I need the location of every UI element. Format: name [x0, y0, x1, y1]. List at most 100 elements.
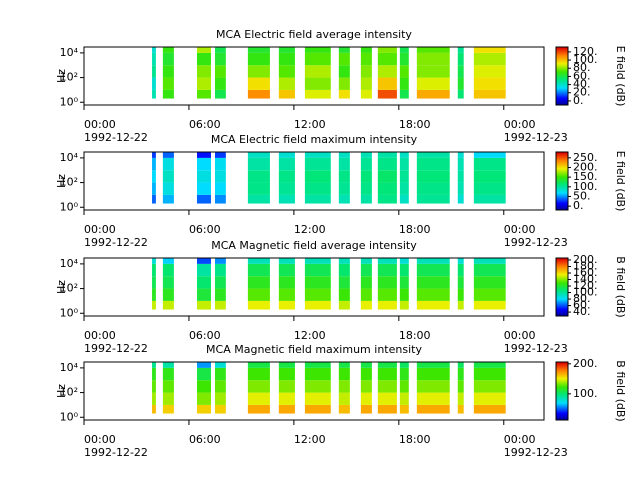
spectrogram-cell: [278, 157, 295, 171]
spectrogram-cell: [360, 52, 372, 66]
spectrogram-cell: [338, 392, 350, 405]
colorbar-swatch: [556, 283, 568, 285]
panel-title: MCA Magnetic field average intensity: [211, 239, 417, 252]
spectrogram-cell: [473, 300, 506, 310]
colorbar-tick-label: 60.: [573, 299, 591, 312]
colorbar-tick-label: 0.: [573, 94, 584, 107]
colorbar-swatch: [556, 407, 568, 409]
colorbar-swatch: [556, 260, 568, 263]
spectrogram-cell: [399, 367, 409, 381]
spectrogram-cell: [360, 170, 372, 183]
colorbar-swatch: [556, 159, 568, 162]
colorbar-swatch: [556, 192, 568, 195]
spectrogram-cell: [196, 362, 211, 368]
colorbar-swatch: [556, 63, 568, 65]
spectrogram-cell: [399, 89, 409, 99]
spectrogram-cell: [399, 392, 409, 405]
spectrogram-cell: [360, 47, 372, 53]
colorbar-swatch: [556, 165, 568, 167]
colorbar-swatch: [556, 86, 568, 89]
colorbar-swatch: [556, 205, 568, 207]
y-axis-label: Hz: [55, 69, 68, 83]
colorbar-swatch: [556, 267, 568, 270]
spectrogram-cell: [215, 52, 226, 66]
colorbar-swatch: [556, 302, 568, 304]
colorbar-swatch: [556, 312, 568, 314]
colorbar-swatch: [556, 68, 568, 70]
colorbar-swatch: [556, 81, 568, 84]
colorbar-swatch: [556, 47, 568, 50]
spectrogram-cell: [152, 276, 156, 289]
spectrogram-cell: [377, 367, 397, 381]
spectrogram-cell: [416, 47, 450, 53]
spectrogram-cell: [196, 367, 211, 381]
spectrogram-cell: [416, 263, 450, 277]
spectrogram-cell: [215, 65, 226, 78]
spectrogram-cell: [360, 300, 372, 310]
colorbar-swatch: [556, 182, 568, 185]
spectrogram-cell: [338, 47, 350, 53]
x-tick-label: 06:00: [189, 329, 221, 342]
spectrogram-cell: [473, 263, 506, 277]
colorbar-swatch: [556, 414, 568, 416]
colorbar-swatch: [556, 398, 568, 401]
x-tick-date: 1992-12-22: [84, 446, 148, 459]
colorbar-tick-label: 40.: [573, 78, 591, 91]
spectrogram-cell: [304, 182, 331, 195]
colorbar-swatch: [556, 396, 568, 399]
plot-frame: [83, 361, 545, 421]
colorbar-swatch: [556, 174, 568, 176]
spectrogram-cell: [399, 77, 409, 90]
spectrogram-cell: [196, 404, 211, 414]
colorbar-swatch: [556, 401, 568, 404]
colorbar-swatch: [556, 402, 568, 405]
spectrogram-cell: [196, 65, 211, 78]
colorbar-swatch: [556, 395, 568, 398]
spectrogram-cell: [278, 263, 295, 277]
spectrogram-cell: [278, 300, 295, 310]
colorbar-tick-label: 160.: [573, 266, 598, 279]
spectrogram-cell: [247, 52, 270, 66]
spectrogram-cell: [338, 276, 350, 289]
colorbar-swatch: [556, 387, 568, 389]
spectrogram-cell: [457, 152, 464, 158]
colorbar-swatch: [556, 161, 568, 164]
colorbar-swatch: [556, 157, 568, 160]
spectrogram-cell: [457, 77, 464, 90]
colorbar-swatch: [556, 404, 568, 406]
spectrogram-cell: [162, 157, 174, 171]
colorbar-swatch: [556, 181, 568, 184]
colorbar-swatch: [556, 313, 568, 315]
x-tick-label: 18:00: [399, 118, 431, 131]
spectrogram-cell: [162, 276, 174, 289]
colorbar-swatch: [556, 89, 568, 91]
spectrogram-cell: [215, 182, 226, 195]
colorbar-swatch: [556, 173, 568, 175]
spectrogram-cell: [399, 157, 409, 171]
spectrogram-cell: [457, 263, 464, 277]
colorbar-swatch: [556, 61, 568, 63]
spectrogram-cell: [416, 367, 450, 381]
colorbar-swatch: [556, 171, 568, 173]
colorbar-swatch: [556, 377, 568, 379]
colorbar-swatch: [556, 97, 568, 99]
spectrogram-cell: [304, 52, 331, 66]
colorbar-swatch: [556, 195, 568, 197]
colorbar-swatch: [556, 102, 568, 104]
spectrogram-cell: [416, 276, 450, 289]
y-tick-label: 10⁴: [60, 151, 79, 164]
spectrogram-cell: [162, 47, 174, 53]
y-tick-label: 10⁰: [60, 306, 79, 319]
colorbar-swatch: [556, 60, 568, 62]
y-axis-label: Hz: [55, 280, 68, 294]
colorbar-swatch: [556, 84, 568, 87]
x-tick-label: 12:00: [294, 118, 326, 131]
colorbar-label: E field (dB): [614, 46, 627, 107]
colorbar-swatch: [556, 185, 568, 188]
spectrogram-cell: [162, 288, 174, 301]
colorbar-swatch: [556, 69, 568, 71]
x-tick-date: 1992-12-22: [84, 342, 148, 355]
colorbar-swatch: [556, 153, 568, 156]
colorbar-swatch: [556, 166, 568, 168]
